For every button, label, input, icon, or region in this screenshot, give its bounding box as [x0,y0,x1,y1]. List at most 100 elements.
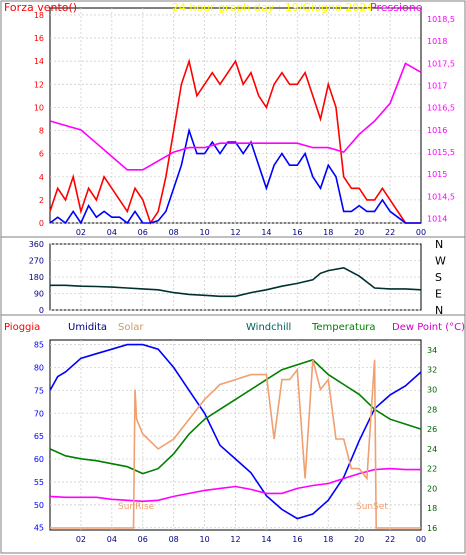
temp-y-right-ticks: 16 18 20 22 24 26 28 30 32 34 [427,346,437,533]
x-tick-label: 06 [138,228,148,237]
temp-x-ticks: 02 04 06 08 10 12 14 16 18 20 22 00 [76,535,426,544]
x-tick-label: 04 [107,535,117,544]
x-tick-label: 08 [169,535,179,544]
wind-grid [50,8,421,224]
x-tick-label: 12 [230,535,240,544]
x-tick-label: 06 [138,535,148,544]
y-right-tick-label: 1016,5 [427,104,455,113]
x-tick-label: 10 [199,228,209,237]
y-left-tick-label: 12 [34,80,44,89]
legend-entry: Windchill [246,322,291,333]
y-left-tick-label: 4 [39,173,44,182]
direction-series [50,266,422,298]
y-left-tick-label: 16 [34,34,44,43]
series-umidita [49,343,422,520]
y-right-tick-label: 1014,5 [427,192,455,201]
y-left-tick-label: 14 [34,57,44,66]
wind-y-right-ticks: 1014 1014,5 1015 1015,5 1016 1016,5 1017 1017,5… [427,15,455,223]
direction-y-left-ticks: 0 90 180 270 360 [29,240,44,315]
y-left-tick-label: 2 [39,196,44,205]
y-left-tick-label: 18 [34,11,44,20]
y-left-tick-label: 8 [39,127,44,136]
x-tick-label: 14 [261,535,271,544]
y-right-tick-label: 26 [427,425,437,434]
sunrise-annotation: SunRise [118,502,155,512]
x-tick-label: 00 [416,228,426,237]
y-right-tick-label: 24 [427,445,437,454]
y-right-tick-label: 28 [427,405,437,414]
temp-series [49,343,422,529]
y-right-tick-label: 1015,5 [427,148,455,157]
compass-label: W [435,255,446,268]
y-left-tick-label: 180 [29,273,44,282]
y-right-tick-label: 1015 [427,170,447,179]
y-right-tick-label: 1017 [427,82,447,91]
y-left-tick-label: 70 [34,409,44,418]
x-tick-label: 02 [76,228,86,237]
y-right-tick-label: 1016 [427,126,447,135]
temp-y-left-ticks: 45 50 55 60 65 70 75 80 85 [34,341,44,533]
temp-grid [50,340,421,530]
legend-entry: Umidita [68,322,107,333]
compass-label: N [435,304,443,317]
y-right-tick-label: 22 [427,465,437,474]
y-right-tick-label: 32 [427,366,437,375]
temp-legend: Pioggia Umidita Solar Windchill Temperatura D… [4,322,465,333]
y-left-tick-label: 55 [34,478,44,487]
series-dew-point [49,467,421,503]
wind-chart-title: 24 hour graph day : 19/Giugno 2024 [172,1,373,14]
y-left-tick-label: 360 [29,240,44,249]
series-solar [50,359,421,529]
y-right-tick-label: 1018,5 [427,15,455,24]
x-tick-label: 18 [323,535,333,544]
y-left-tick-label: 10 [34,103,44,112]
x-tick-label: 00 [416,535,426,544]
y-left-tick-label: 6 [39,150,44,159]
compass-label: S [435,271,442,284]
wind-right-axis-label: Pressione [370,1,423,14]
legend-entry: Temperatura [311,322,376,333]
y-left-tick-label: 85 [34,341,44,350]
x-tick-label: 02 [76,535,86,544]
y-right-tick-label: 1018 [427,37,447,46]
x-tick-label: 18 [323,228,333,237]
y-left-tick-label: 50 [34,501,44,510]
y-right-tick-label: 16 [427,524,437,533]
x-tick-label: 16 [292,228,302,237]
legend-entry: Pioggia [4,322,40,333]
y-left-tick-label: 80 [34,363,44,372]
y-right-tick-label: 30 [427,385,437,394]
y-right-tick-label: 20 [427,484,437,493]
y-left-tick-label: 0 [39,219,44,228]
compass-label: N [435,238,443,251]
y-left-tick-label: 45 [34,524,44,533]
wind-y-left-ticks: 0 2 4 6 8 10 12 14 16 18 [34,11,44,228]
legend-entry: Dew Point (°C) [392,322,465,333]
compass-label: E [435,288,442,301]
wind-series [49,58,422,225]
y-right-tick-label: 1017,5 [427,59,455,68]
wind-left-axis-label: Forza vento() [4,1,77,14]
x-tick-label: 08 [169,228,179,237]
y-left-tick-label: 75 [34,386,44,395]
y-right-tick-label: 18 [427,504,437,513]
y-left-tick-label: 270 [29,257,44,266]
y-right-tick-label: 1014 [427,215,447,224]
y-left-tick-label: 65 [34,432,44,441]
series-temperatura [49,358,422,475]
y-right-tick-label: 34 [427,346,437,355]
series-pressione [49,62,422,171]
x-tick-label: 22 [385,228,395,237]
x-tick-label: 20 [354,228,364,237]
x-tick-label: 20 [354,535,364,544]
x-tick-label: 16 [292,535,302,544]
x-tick-label: 04 [107,228,117,237]
y-left-tick-label: 90 [34,290,44,299]
series-direzione-vento [50,266,422,298]
y-left-tick-label: 0 [39,306,44,315]
series-forza-vento [49,58,421,225]
y-left-tick-label: 60 [34,455,44,464]
series-raffica [49,127,421,225]
